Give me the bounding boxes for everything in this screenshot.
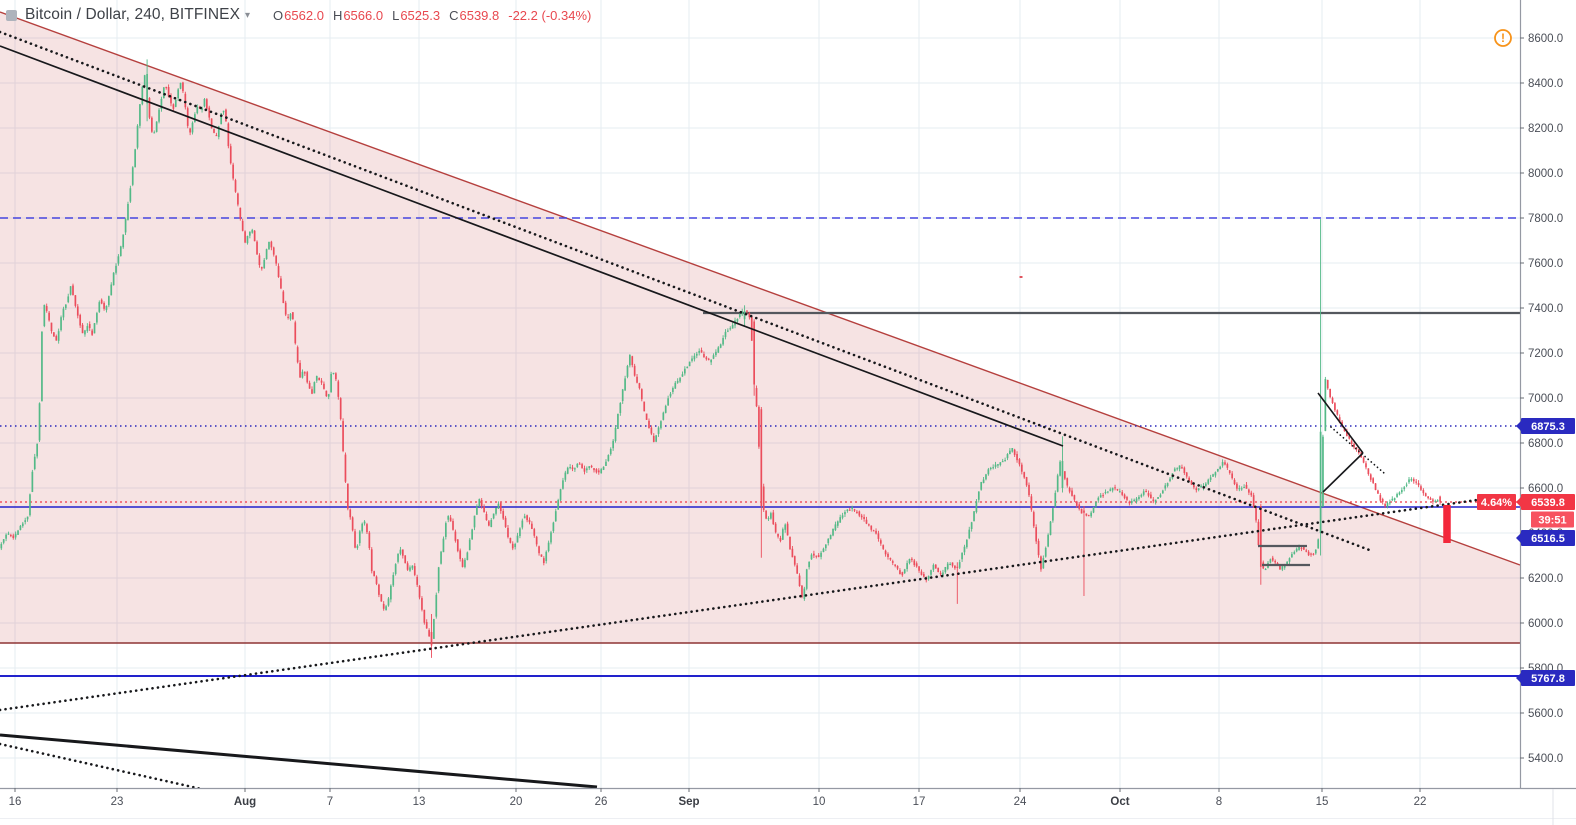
high-value: 6566.0 (343, 7, 384, 23)
price-tick-label: 7400.0 (1528, 303, 1563, 315)
bottomleft-dotted[interactable] (0, 742, 208, 792)
svg-text:5767.8: 5767.8 (1531, 673, 1565, 685)
price-tick-label: 6200.0 (1528, 573, 1563, 585)
time-tick-label: 7 (327, 796, 333, 808)
low-value: 6525.3 (400, 7, 441, 23)
warning-icon[interactable]: ! (1494, 29, 1512, 47)
time-axis[interactable]: 16 23 Aug 7 13 20 26 Sep 10 17 24 Oct 8 15 22 (9, 788, 1427, 808)
time-tick-label: Aug (234, 796, 256, 808)
price-tick-label: 5400.0 (1528, 753, 1563, 765)
price-tick-label: 7600.0 (1528, 258, 1563, 270)
price-tick-label: 7800.0 (1528, 213, 1563, 225)
ohlc-readout: O 6562.0 H 6566.0 L 6525.3 C 6539.8 (264, 8, 499, 23)
price-level-lines[interactable] (0, 217, 1520, 677)
time-tick-label: 15 (1316, 796, 1329, 808)
red-marker-bar[interactable] (1443, 505, 1451, 543)
price-badge: 5767.8 (1516, 670, 1575, 686)
price-tick-label: 6600.0 (1528, 483, 1563, 495)
time-tick-label: 13 (413, 796, 426, 808)
grid-layer (0, 0, 1520, 788)
price-tick-label: 8600.0 (1528, 33, 1563, 45)
candles-layer (0, 59, 1441, 658)
pennant-lower[interactable] (1322, 452, 1364, 493)
time-tick-label: 26 (595, 796, 608, 808)
pennant-upper[interactable] (1317, 392, 1364, 454)
svg-text:!: ! (1501, 31, 1505, 45)
price-tick-label: 7000.0 (1528, 393, 1563, 405)
time-tick-label: 17 (913, 796, 926, 808)
change-readout: -22.2 (-0.34%) (508, 7, 592, 23)
time-tick-label: 24 (1014, 796, 1027, 808)
close-value: 6539.8 (459, 7, 500, 23)
open-label: O (273, 7, 284, 23)
price-tick-label: 5600.0 (1528, 708, 1563, 720)
high-label: H (332, 7, 343, 23)
svg-text:39:51: 39:51 (1538, 515, 1566, 527)
time-tick-label: 10 (813, 796, 826, 808)
time-tick-label: 8 (1216, 796, 1222, 808)
price-badges: 6875.3 6539.8 39:51 6516.5 5767.8 4.64% (1477, 418, 1575, 686)
exchange-logo-icon (6, 9, 17, 21)
close-label: C (449, 7, 459, 23)
price-tick-label: 7200.0 (1528, 348, 1563, 360)
price-badge: 39:51 (1531, 511, 1574, 528)
time-tick-label: 16 (9, 796, 22, 808)
symbol-title[interactable]: Bitcoin / Dollar, 240, BITFINEX (25, 6, 241, 23)
time-tick-label: Oct (1110, 796, 1129, 808)
price-badge: 4.64% (1477, 494, 1516, 510)
price-tick-label: 8000.0 (1528, 168, 1563, 180)
ascending-dotted[interactable] (0, 498, 1479, 712)
price-tick-label: 6800.0 (1528, 438, 1563, 450)
price-badge: 6539.8 (1516, 494, 1575, 510)
price-tick-label: 8400.0 (1528, 78, 1563, 90)
chart-legend: Bitcoin / Dollar, 240, BITFINEX ▾ O 6562.… (6, 4, 591, 26)
price-axis[interactable]: 8600.0 8400.0 8200.0 8000.0 7800.0 7600.0 7400… (1520, 33, 1563, 765)
price-badge: 6516.5 (1516, 530, 1575, 546)
trendline-drawings[interactable] (0, 30, 1479, 792)
descending-wedge[interactable] (0, 11, 1521, 644)
open-value: 6562.0 (284, 7, 324, 23)
svg-text:6539.8: 6539.8 (1531, 497, 1565, 509)
drawing-anchor-dot (1019, 276, 1023, 278)
low-label: L (392, 7, 400, 23)
price-badge: 6875.3 (1516, 418, 1575, 434)
price-tick-label: 8200.0 (1528, 123, 1563, 135)
time-tick-label: 22 (1414, 796, 1427, 808)
time-tick-label: 23 (111, 796, 124, 808)
bottomleft-solid[interactable] (0, 733, 598, 789)
svg-text:6875.3: 6875.3 (1531, 421, 1565, 433)
svg-text:4.64%: 4.64% (1481, 497, 1512, 509)
channel-upper-solid[interactable] (0, 45, 1064, 447)
pennant-dotted[interactable] (1330, 426, 1385, 474)
svg-text:6516.5: 6516.5 (1531, 533, 1565, 545)
time-tick-label: Sep (678, 796, 699, 808)
time-tick-label: 20 (510, 796, 523, 808)
chevron-down-icon[interactable]: ▾ (245, 9, 251, 21)
price-tick-label: 6000.0 (1528, 618, 1563, 630)
